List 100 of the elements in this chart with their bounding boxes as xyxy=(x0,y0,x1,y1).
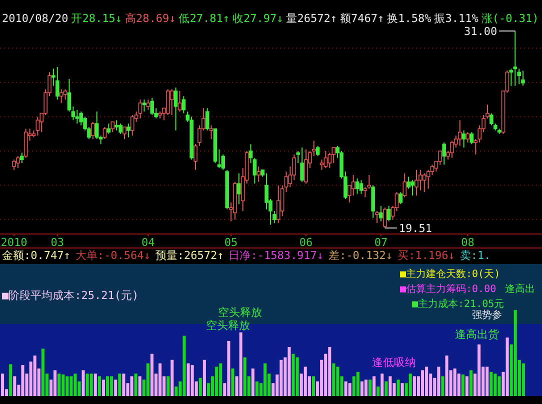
text: ■估算主力筹码:0.00 xyxy=(400,283,496,295)
text: 大单:-0.564↓ xyxy=(75,249,150,262)
bar xyxy=(255,381,258,396)
bar xyxy=(106,376,110,396)
bar xyxy=(364,380,368,396)
text: 量26572↑ xyxy=(286,12,337,25)
bar xyxy=(312,376,315,396)
text: ■阶段平均成本:25.21(元) xyxy=(2,289,139,302)
bar xyxy=(264,363,267,396)
bar xyxy=(292,354,295,396)
bar xyxy=(82,370,85,396)
text: 2010/08/20 xyxy=(2,12,68,25)
bar xyxy=(437,366,440,396)
bar xyxy=(243,357,246,396)
text: 金额:0.747↑ xyxy=(2,249,70,262)
bar xyxy=(138,376,142,396)
bar xyxy=(400,383,404,396)
bar xyxy=(62,374,65,396)
bar xyxy=(336,366,340,396)
bar xyxy=(94,374,97,396)
bar xyxy=(408,374,412,396)
text: 换1.58% xyxy=(387,12,432,25)
bar xyxy=(130,376,134,396)
bar xyxy=(239,332,242,396)
bar xyxy=(182,336,186,396)
annotation: 31.00 xyxy=(464,25,498,38)
bar xyxy=(348,383,352,396)
text: 振3.11% xyxy=(434,12,479,25)
bar xyxy=(384,381,388,396)
bar xyxy=(388,376,392,396)
bar xyxy=(490,372,493,396)
bar xyxy=(380,374,384,396)
candlestick xyxy=(237,172,241,205)
bar xyxy=(134,374,138,396)
bar xyxy=(231,368,234,396)
annotation: 19.51 xyxy=(398,222,432,235)
bar xyxy=(425,366,428,396)
x-tick-label: 03 xyxy=(50,236,64,249)
bar xyxy=(86,374,89,396)
bar xyxy=(486,366,489,396)
bar xyxy=(441,376,444,396)
x-tick-label: 2010 xyxy=(0,236,28,249)
text: 买:1.196↓ xyxy=(398,249,455,262)
bar xyxy=(190,365,194,396)
bar xyxy=(445,356,448,396)
bar xyxy=(280,360,283,396)
x-tick-label: 04 xyxy=(142,236,156,249)
bar xyxy=(158,363,162,396)
bar xyxy=(412,376,416,396)
annotation: 强势参 xyxy=(472,309,502,321)
bar xyxy=(98,376,101,396)
text: 额7467↑ xyxy=(340,12,384,25)
bar xyxy=(150,354,154,396)
bar xyxy=(328,346,332,396)
bar xyxy=(344,381,348,396)
bar xyxy=(166,376,170,396)
text: 差:-0.132↓ xyxy=(328,249,393,262)
bar xyxy=(376,386,380,396)
candlestick xyxy=(458,120,462,146)
annotation: 逢低吸纳 xyxy=(372,356,416,369)
candlestick xyxy=(351,174,356,196)
bar xyxy=(453,368,456,396)
text: 预量:26572↑ xyxy=(155,249,224,262)
bar xyxy=(41,348,44,396)
bar xyxy=(465,376,468,396)
candlestick xyxy=(264,172,268,210)
bar xyxy=(372,376,376,396)
bar xyxy=(478,344,481,396)
bar xyxy=(13,376,16,396)
bar xyxy=(219,363,222,396)
bar xyxy=(58,374,61,396)
annotation: ■主力成本:21.05元 xyxy=(412,298,504,310)
bar xyxy=(1,374,4,396)
text: 低27.81↑ xyxy=(178,12,230,25)
bar xyxy=(70,376,73,396)
bar xyxy=(522,363,525,396)
bar xyxy=(21,365,24,396)
x-tick-label: 06 xyxy=(299,236,313,249)
bar xyxy=(461,374,464,396)
candlestick xyxy=(414,169,418,196)
text: 收27.97↓ xyxy=(232,12,284,25)
bar xyxy=(304,366,307,396)
bar xyxy=(296,357,299,396)
annotation: 空头释放 xyxy=(218,306,262,319)
bar xyxy=(90,374,93,396)
bar xyxy=(198,378,202,396)
text: 卖:1. xyxy=(460,249,491,262)
x-tick-label: 07 xyxy=(374,236,388,249)
x-tick-label: 08 xyxy=(461,236,474,249)
annotation: 逢高出货 xyxy=(455,328,499,341)
text: 逢高出 xyxy=(505,283,535,295)
annotation: 空头释放 xyxy=(206,319,250,332)
bar xyxy=(421,370,424,396)
bar xyxy=(202,360,206,396)
bar xyxy=(469,370,472,396)
bar xyxy=(396,380,400,396)
bar xyxy=(506,338,509,396)
bar xyxy=(498,376,501,396)
bar xyxy=(494,374,497,396)
bar xyxy=(114,380,118,396)
